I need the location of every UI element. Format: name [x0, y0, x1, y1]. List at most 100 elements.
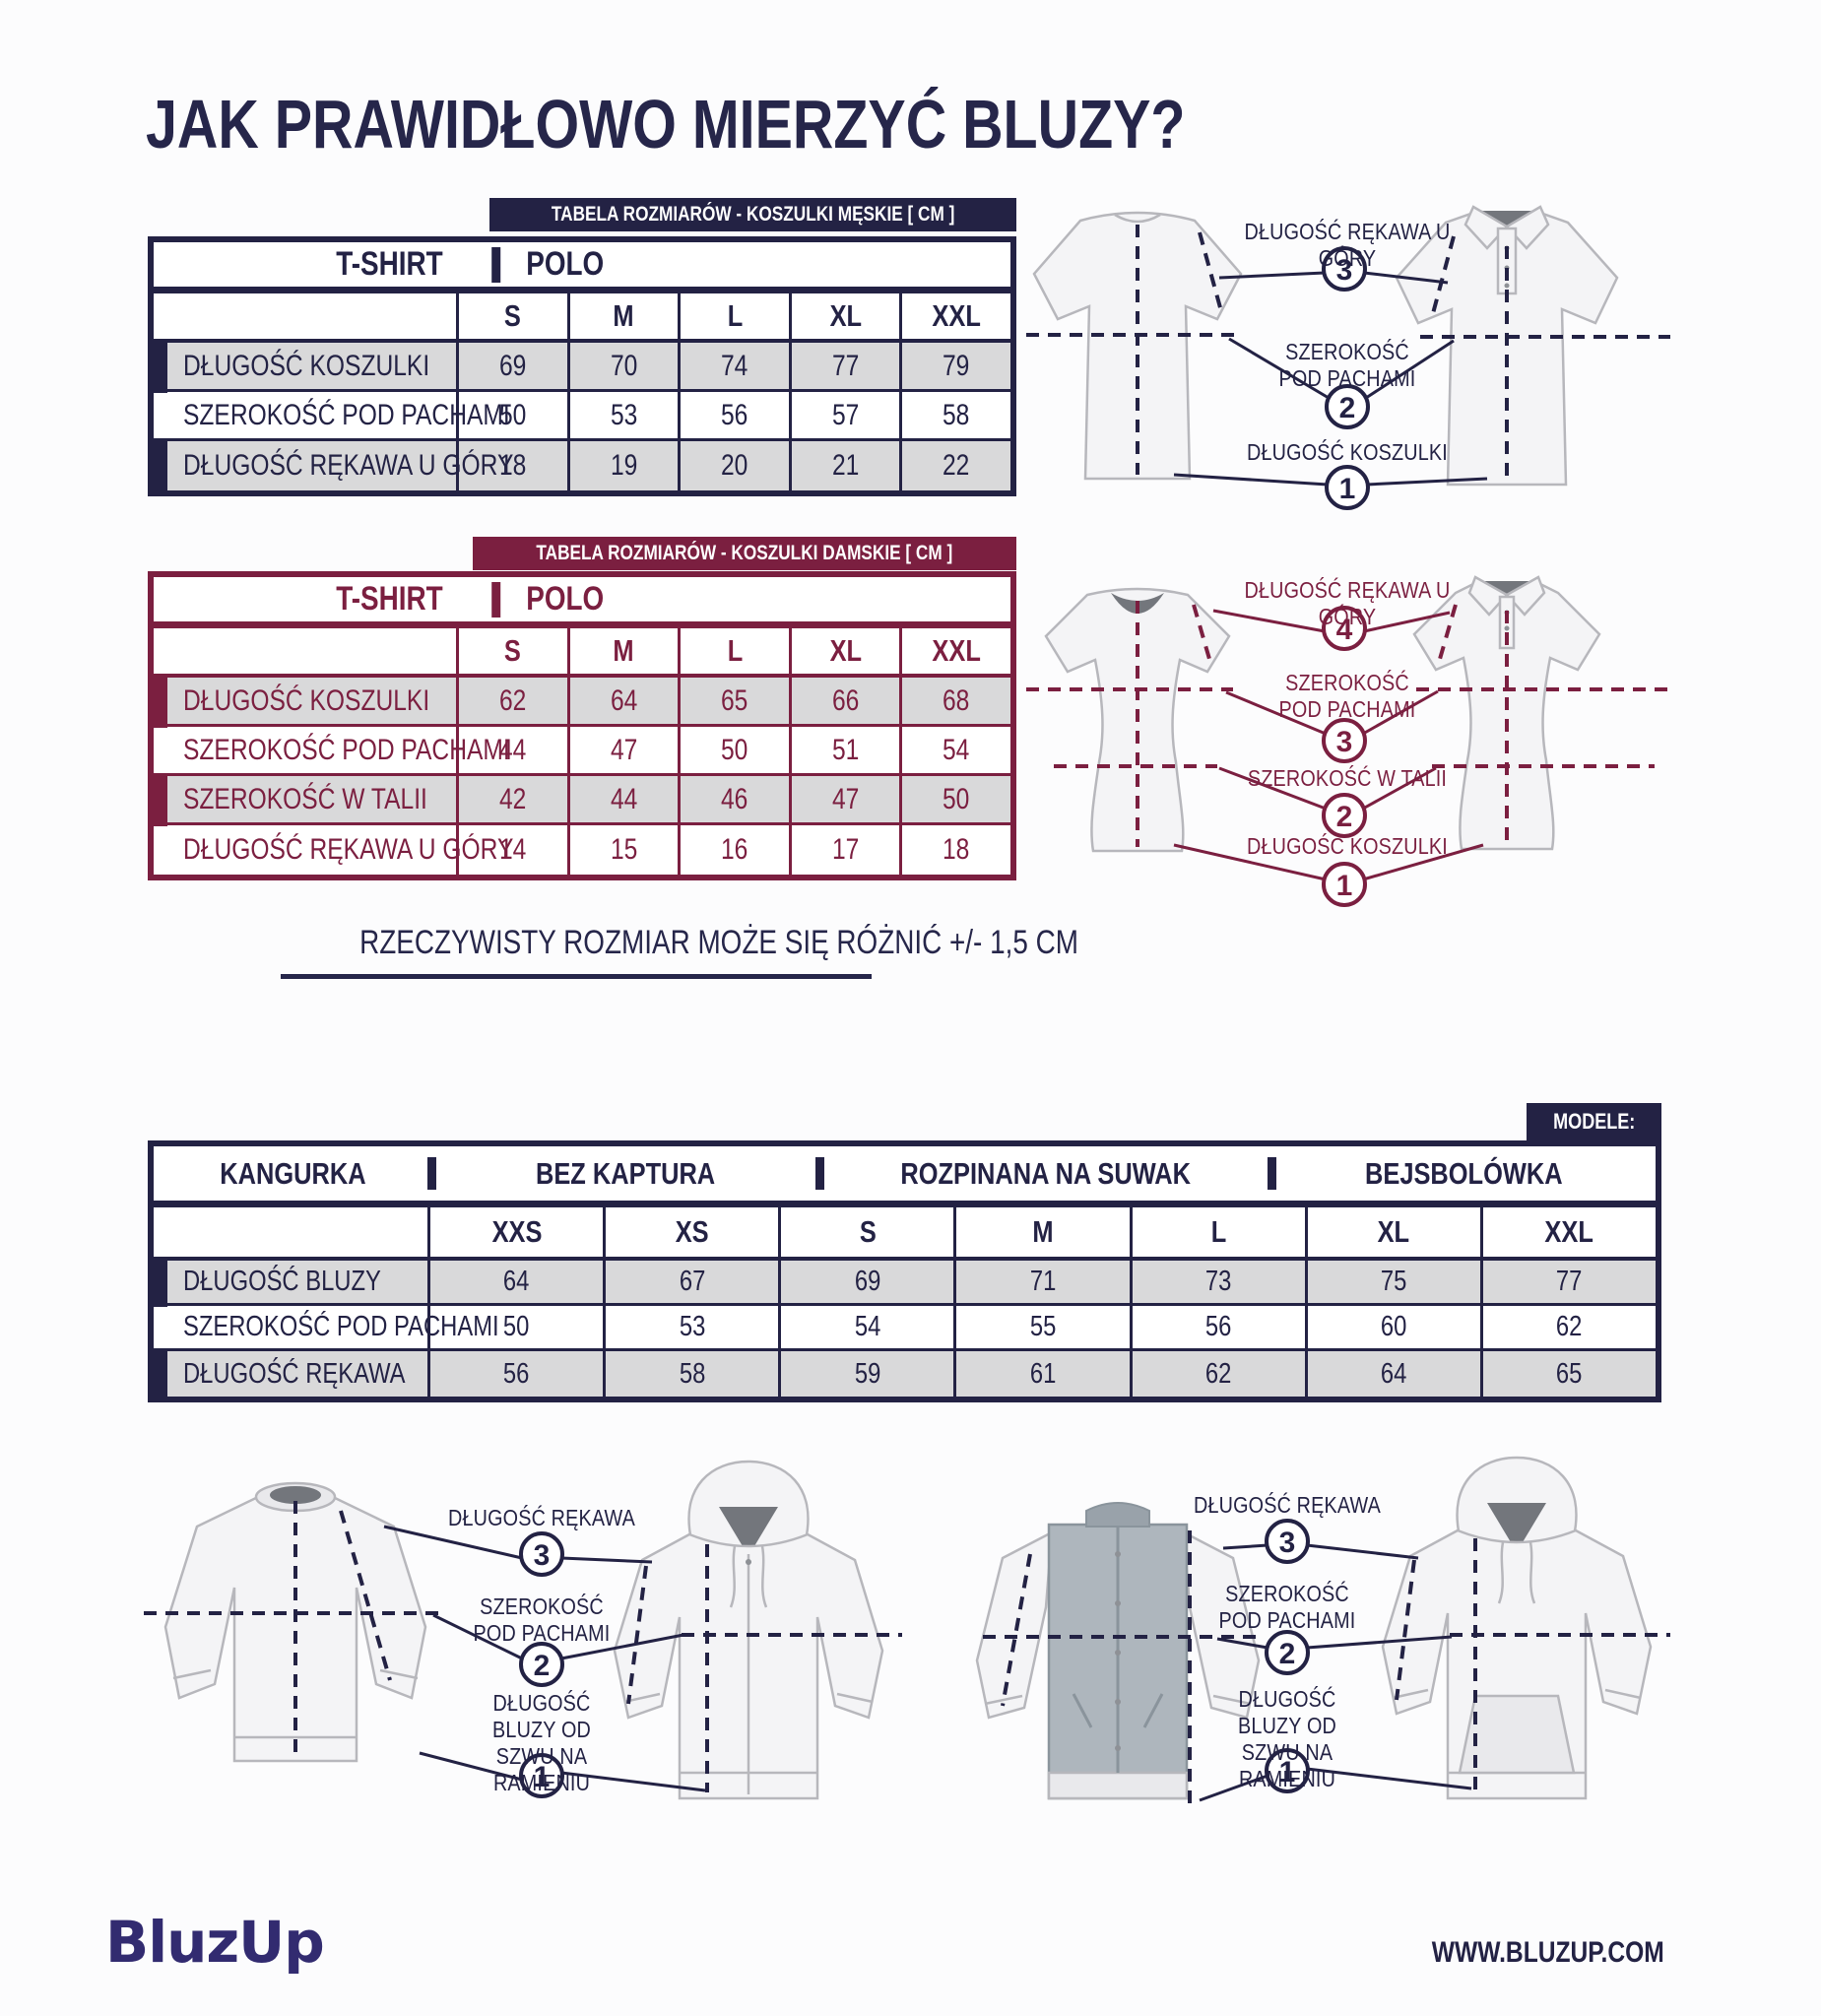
- size-xxs: XXS: [427, 1207, 603, 1257]
- women-size-table: T-SHIRT POLO S M L XL XXL DŁUGOŚĆ KOSZUL…: [148, 571, 1016, 880]
- sweatshirt-hoodie-diagram: 3 2 1: [144, 1460, 902, 1800]
- callout-number: 4: [1336, 614, 1353, 646]
- women-size-l: L: [678, 628, 789, 674]
- cell: 50: [678, 727, 789, 773]
- cell: 22: [899, 441, 1010, 490]
- table-row: SZEROKOŚĆ POD PACHAMI 50 53 56 57 58: [154, 392, 1010, 441]
- callout-circle-3: [1322, 718, 1367, 763]
- jacket-hoodie-diagram: 3 2 1: [975, 1456, 1670, 1808]
- callout-number: 1: [1279, 1756, 1296, 1788]
- type-divider-bar: [491, 581, 501, 618]
- page-title-text: JAK PRAWIDŁOWO MIERZYĆ BLUZY?: [146, 86, 1186, 163]
- cell: 44: [566, 776, 679, 822]
- cell: 54: [778, 1306, 953, 1348]
- measure-label: DŁUGOŚĆ RĘKAWA: [447, 1505, 635, 1530]
- men-table-tag-text: TABELA ROZMIARÓW - KOSZULKI MĘSKIE [ CM …: [551, 203, 955, 226]
- page-title: JAK PRAWIDŁOWO MIERZYĆ BLUZY?: [146, 85, 1413, 163]
- women-size-xxl: XXL: [899, 628, 1010, 674]
- cell: 61: [953, 1351, 1130, 1397]
- cell: 62: [1479, 1306, 1656, 1348]
- cell: 20: [678, 441, 789, 490]
- cell: 69: [456, 343, 567, 389]
- row-label: SZEROKOŚĆ POD PACHAMI: [183, 1311, 499, 1342]
- cell: 65: [1479, 1351, 1656, 1397]
- callout-number: 3: [534, 1539, 551, 1572]
- cell: 60: [1304, 1306, 1480, 1348]
- callout-circle-2: [1265, 1630, 1310, 1675]
- men-size-l: L: [678, 293, 789, 339]
- measure-label: DŁUGOŚĆ RĘKAWA U GÓRY: [1244, 577, 1451, 630]
- men-shirts-diagram: 3 2 1: [1026, 205, 1670, 510]
- men-type-polo: POLO: [526, 245, 605, 283]
- models-table-tag-text: MODELE:: [1552, 1109, 1635, 1134]
- cell: 79: [899, 343, 1010, 389]
- cell: 44: [456, 727, 567, 773]
- women-size-header-row: S M L XL XXL: [154, 628, 1010, 678]
- callout-number: 3: [1279, 1527, 1296, 1559]
- cell: 50: [427, 1306, 603, 1348]
- cell: 58: [899, 392, 1010, 438]
- measure-label: DŁUGOŚĆ RĘKAWA U GÓRY: [1244, 219, 1451, 272]
- women-table-type-row: T-SHIRT POLO: [154, 577, 1010, 628]
- callout-number: 3: [1336, 254, 1353, 287]
- size-l: L: [1129, 1207, 1305, 1257]
- table-row: DŁUGOŚĆ BLUZY 64 67 69 71 73 75 77: [154, 1259, 1656, 1307]
- cell: 64: [427, 1261, 604, 1303]
- callout-circle-1: [1265, 1748, 1310, 1793]
- website-url: WWW.BLUZUP.COM: [1432, 1936, 1664, 1969]
- row-label: DŁUGOŚĆ KOSZULKI: [154, 676, 456, 728]
- women-size-header-spacer: [154, 628, 456, 674]
- table-row: DŁUGOŚĆ KOSZULKI 62 64 65 66 68: [154, 676, 1010, 728]
- callout-number: 2: [534, 1650, 551, 1682]
- cell: 77: [788, 343, 900, 389]
- cell: 56: [678, 392, 789, 438]
- models-table-tag: MODELE:: [1526, 1103, 1661, 1140]
- cell: 17: [788, 825, 900, 875]
- men-size-m: M: [566, 293, 679, 339]
- men-size-table: T-SHIRT POLO S M L XL XXL DŁUGOŚĆ KOSZUL…: [148, 236, 1016, 496]
- cell: 65: [678, 678, 789, 724]
- cell: 55: [953, 1306, 1129, 1348]
- model-kangurka: KANGURKA: [154, 1146, 436, 1201]
- measure-label: SZEROKOŚĆ POD PACHAMI: [1278, 670, 1416, 723]
- cell: 57: [788, 392, 900, 438]
- measure-label: SZEROKOŚĆ POD PACHAMI: [1278, 339, 1416, 392]
- women-polo-illustration: [1412, 579, 1601, 851]
- cell: 14: [456, 825, 567, 875]
- pullover-hoodie-illustration: [1456, 1456, 1578, 1548]
- cell: 50: [899, 776, 1010, 822]
- callout-circle-4: [1322, 606, 1367, 651]
- men-table-tag: TABELA ROZMIARÓW - KOSZULKI MĘSKIE [ CM …: [488, 198, 1016, 231]
- models-size-table: KANGURKA BEZ KAPTURA ROZPINANA NA SUWAK …: [148, 1140, 1661, 1402]
- cell: 15: [566, 825, 679, 875]
- callout-number: 3: [1336, 726, 1353, 758]
- table-row: DŁUGOŚĆ RĘKAWA 56 58 59 61 62 64 65: [154, 1349, 1656, 1400]
- measure-label: DŁUGOŚĆ KOSZULKI: [1247, 833, 1448, 859]
- women-shirts-diagram: 4 3 2 1: [1026, 575, 1670, 907]
- cell: 64: [566, 678, 679, 724]
- callout-number: 1: [534, 1761, 551, 1793]
- table-row: SZEROKOŚĆ W TALII 42 44 46 47 50: [154, 774, 1010, 826]
- cell: 77: [1479, 1261, 1656, 1303]
- sleeve-measure-line: [1198, 231, 1223, 312]
- cell: 75: [1304, 1261, 1480, 1303]
- callout-circle-2: [1325, 384, 1370, 429]
- men-type-tshirt: T-SHIRT: [336, 245, 443, 283]
- table-row: SZEROKOŚĆ POD PACHAMI 44 47 50 51 54: [154, 727, 1010, 776]
- women-table-tag-text: TABELA ROZMIARÓW - KOSZULKI DAMSKIE [ CM…: [536, 542, 953, 564]
- cell: 54: [899, 727, 1010, 773]
- table-row: DŁUGOŚĆ KOSZULKI 69 70 74 77 79: [154, 341, 1010, 393]
- women-type-tshirt: T-SHIRT: [336, 580, 443, 618]
- measure-label: DŁUGOŚĆ BLUZY OD SZWU NA RAMIENIU: [1238, 1686, 1336, 1792]
- measure-label: SZEROKOŚĆ W TALII: [1247, 765, 1448, 791]
- callout-circle-3: [1322, 246, 1367, 292]
- tshirt-back-illustration: [1032, 211, 1243, 481]
- men-size-s: S: [456, 293, 567, 339]
- callout-circle-2: [519, 1642, 564, 1687]
- callout-number: 2: [1336, 801, 1353, 833]
- table-row: SZEROKOŚĆ POD PACHAMI 50 53 54 55 56 60 …: [154, 1306, 1656, 1351]
- size-s: S: [778, 1207, 953, 1257]
- callout-circle-1: [519, 1753, 564, 1798]
- row-label: SZEROKOŚĆ POD PACHAMI: [183, 733, 510, 766]
- measure-label: DŁUGOŚĆ BLUZY OD SZWU NA RAMIENIU: [492, 1690, 591, 1796]
